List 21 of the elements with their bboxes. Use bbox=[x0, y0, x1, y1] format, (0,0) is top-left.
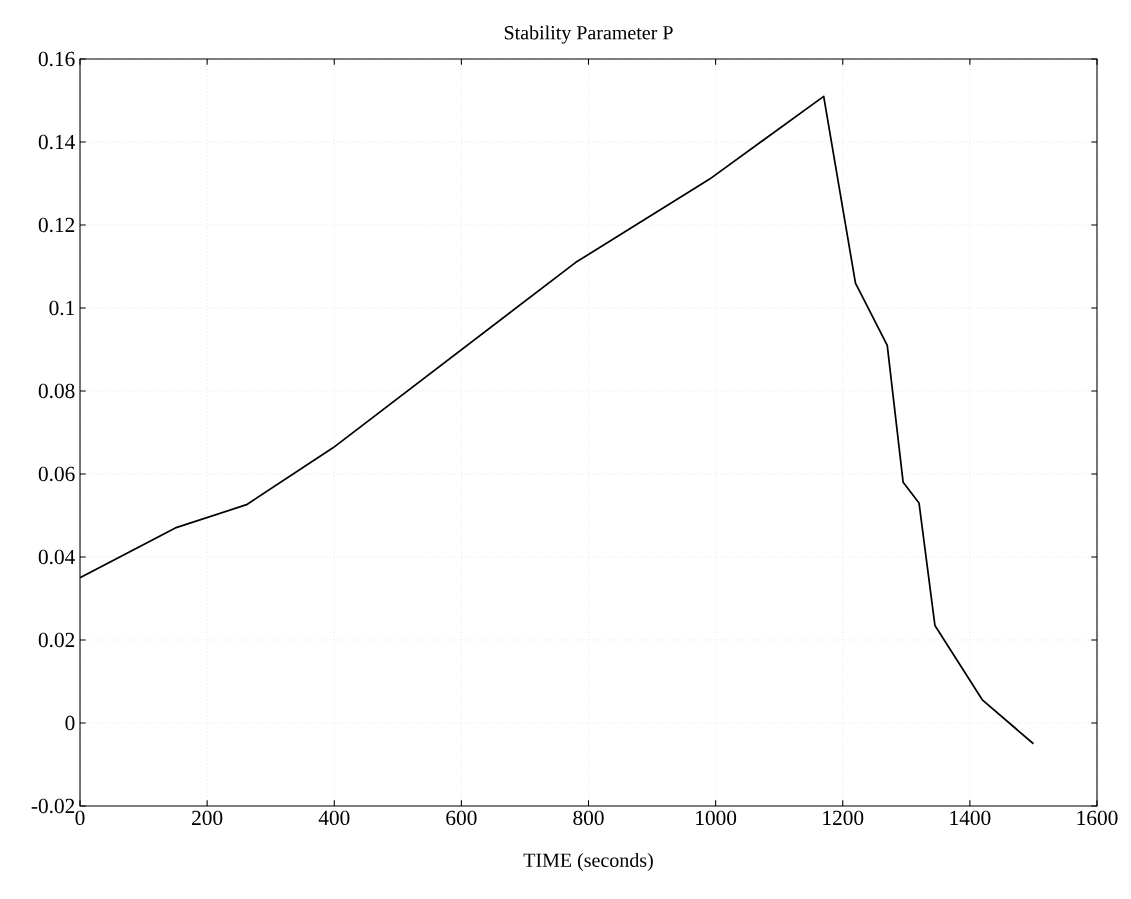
x-tick-label: 1000 bbox=[696, 810, 737, 826]
y-tick-label: 0.14 bbox=[38, 134, 75, 150]
chart-title: Stability Parameter P bbox=[504, 25, 673, 44]
x-tick-label: 0 bbox=[75, 810, 85, 826]
y-tick-label: 0.1 bbox=[49, 300, 75, 316]
y-tick-label: 0.08 bbox=[38, 383, 75, 399]
y-tick-label: 0 bbox=[65, 715, 75, 731]
x-tick-label: 800 bbox=[573, 810, 604, 826]
y-tick-label: 0.12 bbox=[38, 217, 75, 233]
y-tick-label: 0.06 bbox=[38, 466, 75, 482]
x-tick-label: 1600 bbox=[1077, 810, 1118, 826]
y-tick-label: 0.02 bbox=[38, 632, 75, 648]
x-tick-label: 1200 bbox=[823, 810, 864, 826]
y-tick-label: 0.04 bbox=[38, 549, 75, 565]
x-tick-label: 200 bbox=[192, 810, 223, 826]
y-tick-label: -0.02 bbox=[31, 798, 75, 814]
y-tick-label: 0.16 bbox=[38, 51, 75, 67]
x-tick-label: 600 bbox=[446, 810, 477, 826]
x-tick-label: 1400 bbox=[950, 810, 991, 826]
x-axis-title: TIME (seconds) bbox=[523, 852, 653, 872]
x-tick-label: 400 bbox=[318, 810, 350, 826]
